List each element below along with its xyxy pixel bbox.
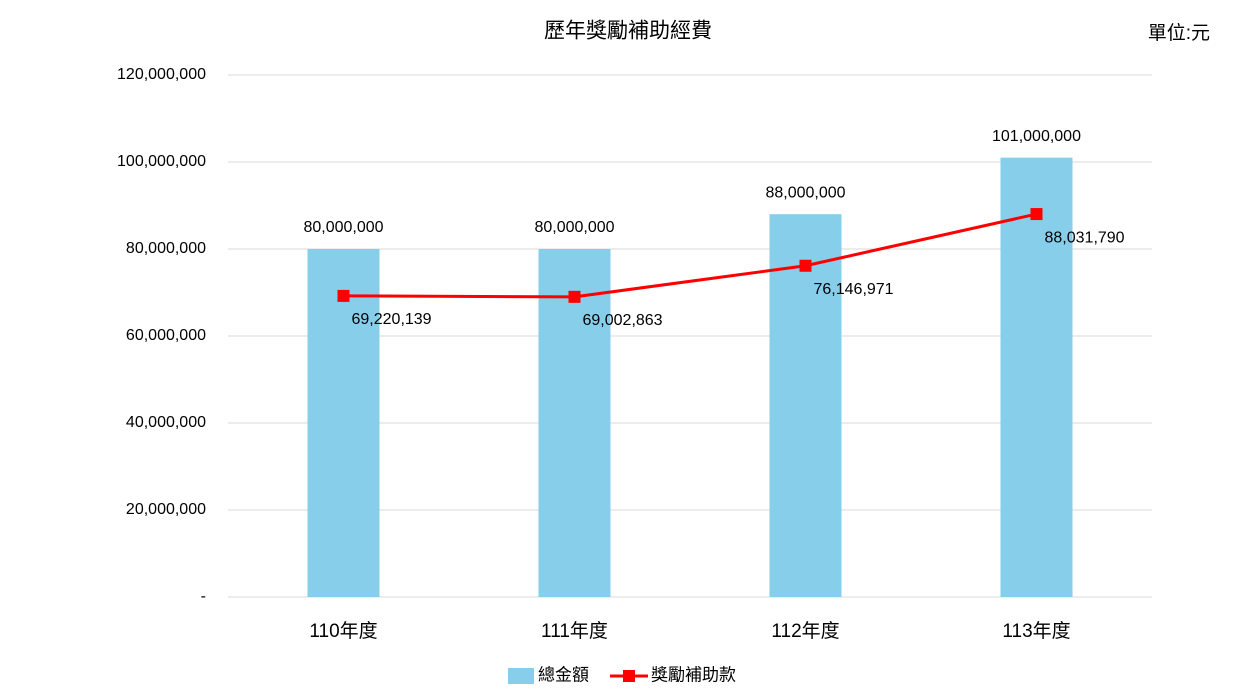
line-marker [568,290,581,303]
legend-item: 獎勵補助款 [610,665,736,684]
legend-marker [623,670,635,682]
y-tick-label: 40,000,000 [126,414,206,431]
line-value-label: 76,146,971 [814,281,894,298]
bar-value-label: 101,000,000 [992,128,1081,145]
x-tick-label: 113年度 [1002,620,1070,642]
line [343,212,1037,299]
bar-value-label: 88,000,000 [765,184,845,201]
bar [538,249,611,597]
x-tick-label: 111年度 [541,620,608,642]
y-tick-label: 100,000,000 [117,153,206,170]
y-tick-label: 80,000,000 [126,240,206,257]
line-value-label: 88,031,790 [1045,229,1125,246]
y-tick-label: 120,000,000 [117,66,206,83]
x-tick-label: 110年度 [309,620,377,642]
bar [769,214,842,597]
legend-label: 獎勵補助款 [651,665,736,684]
line-marker [799,259,812,272]
bar [1000,157,1073,597]
y-tick-label: 20,000,000 [126,501,206,518]
bar [307,249,380,597]
bar-value-label: 80,000,000 [534,219,614,236]
chart-title: 歷年獎勵補助經費 [544,20,712,43]
bar-value-label: 80,000,000 [303,219,383,236]
y-tick-label: - [201,588,206,605]
unit-annotation: 單位:元 [1148,22,1210,44]
line-marker [337,289,350,302]
x-tick-label: 112年度 [771,620,839,642]
legend-item: 總金額 [508,665,589,684]
line-marker [1030,208,1043,221]
line-value-label: 69,002,863 [583,312,663,329]
legend-swatch [508,668,534,684]
line-value-label: 69,220,139 [352,311,432,328]
legend-label: 總金額 [538,665,589,684]
y-tick-label: 60,000,000 [126,327,206,344]
